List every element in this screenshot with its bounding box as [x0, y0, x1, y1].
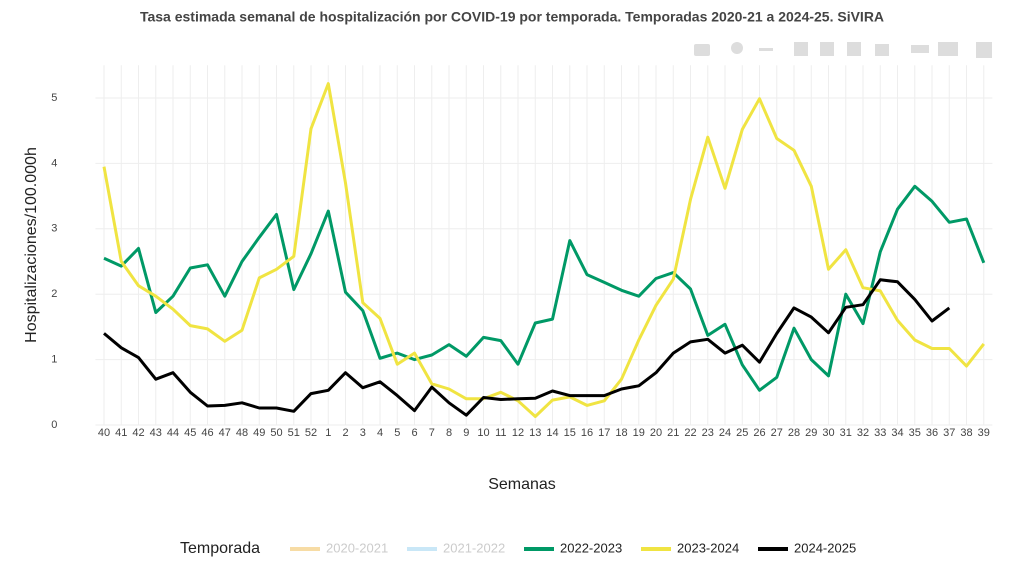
x-tick-label: 11	[495, 427, 506, 439]
legend-label: 2024-2025	[794, 540, 856, 555]
series-line	[103, 184, 986, 392]
legend-label: 2023-2024	[677, 540, 739, 555]
legend-item[interactable]: 2024-2025	[758, 540, 856, 555]
zoom-out-icon[interactable]	[820, 42, 834, 56]
x-tick-label: 23	[702, 427, 714, 439]
x-tick-label: 24	[719, 427, 731, 439]
y-tick-label: 1	[51, 354, 57, 366]
x-tick-label: 41	[115, 427, 127, 439]
x-tick-label: 27	[771, 427, 783, 439]
x-tick-label: 5	[394, 427, 400, 439]
x-tick-label: 28	[788, 427, 800, 439]
x-tick-label: 46	[201, 427, 213, 439]
legend-item[interactable]: 2020-2021	[290, 540, 388, 555]
y-tick-label: 5	[51, 92, 57, 104]
x-tick-label: 18	[615, 427, 627, 439]
x-tick-label: 26	[753, 427, 765, 439]
x-tick-label: 49	[253, 427, 265, 439]
x-axis-label: Semanas	[488, 476, 556, 493]
x-tick-label: 15	[564, 427, 576, 439]
x-tick-label: 25	[736, 427, 748, 439]
toolbar	[694, 42, 992, 58]
x-tick-label: 40	[98, 427, 110, 439]
reset-icon[interactable]	[875, 44, 889, 56]
y-tick-label: 2	[51, 288, 57, 300]
series-line	[103, 278, 951, 417]
x-tick-label: 51	[288, 427, 300, 439]
x-tick-label: 39	[978, 427, 990, 439]
x-tick-label: 20	[650, 427, 662, 439]
x-tick-label: 6	[411, 427, 417, 439]
zoom-in-icon[interactable]	[794, 42, 808, 56]
legend-item[interactable]: 2022-2023	[524, 540, 622, 555]
x-tick-label: 43	[150, 427, 162, 439]
legend-label: 2020-2021	[326, 540, 388, 555]
x-tick-label: 13	[529, 427, 541, 439]
x-tick-label: 10	[477, 427, 489, 439]
zoom-icon[interactable]	[731, 42, 743, 54]
x-tick-label: 42	[132, 427, 144, 439]
x-tick-label: 45	[184, 427, 196, 439]
y-axis-label: Hospitalizaciones/100.000h	[23, 147, 40, 343]
x-tick-label: 47	[219, 427, 231, 439]
x-tick-label: 37	[943, 427, 955, 439]
camera-icon[interactable]	[694, 44, 710, 56]
x-tick-label: 36	[926, 427, 938, 439]
x-tick-label: 50	[270, 427, 282, 439]
legend-item[interactable]: 2021-2022	[407, 540, 505, 555]
plotly-logo[interactable]	[976, 42, 992, 58]
spike-icon[interactable]	[911, 45, 929, 53]
series-line	[102, 82, 985, 418]
legend-item[interactable]: 2023-2024	[641, 540, 739, 555]
x-tick-label: 52	[305, 427, 317, 439]
legend-label: 2022-2023	[560, 540, 622, 555]
x-tick-label: 9	[463, 427, 469, 439]
y-tick-label: 0	[51, 419, 57, 431]
x-tick-label: 21	[667, 427, 679, 439]
x-tick-label: 48	[236, 427, 248, 439]
y-tick-label: 3	[51, 223, 57, 235]
x-tick-label: 44	[167, 427, 179, 439]
x-tick-label: 17	[598, 427, 610, 439]
x-tick-label: 7	[429, 427, 435, 439]
hover-icon[interactable]	[938, 42, 958, 56]
y-tick-label: 4	[51, 157, 57, 169]
chart-title: Tasa estimada semanal de hospitalización…	[140, 9, 884, 25]
legend-title: Temporada	[180, 540, 260, 557]
x-tick-label: 12	[512, 427, 524, 439]
x-tick-label: 33	[874, 427, 886, 439]
x-tick-label: 14	[546, 427, 558, 439]
x-tick-label: 34	[891, 427, 903, 439]
x-tick-label: 3	[360, 427, 366, 439]
legend-label: 2021-2022	[443, 540, 505, 555]
x-tick-label: 19	[633, 427, 645, 439]
x-tick-label: 38	[960, 427, 972, 439]
x-tick-label: 8	[446, 427, 452, 439]
grid	[95, 65, 993, 426]
autoscale-icon[interactable]	[847, 42, 861, 56]
x-tick-label: 32	[857, 427, 869, 439]
pan-icon[interactable]	[759, 48, 773, 51]
x-tick-label: 31	[840, 427, 852, 439]
x-tick-label: 4	[377, 427, 383, 439]
x-tick-label: 35	[909, 427, 921, 439]
x-tick-label: 16	[581, 427, 593, 439]
x-tick-label: 22	[684, 427, 696, 439]
x-tick-label: 2	[342, 427, 348, 439]
x-tick-label: 29	[805, 427, 817, 439]
x-tick-label: 1	[325, 427, 331, 439]
x-tick-label: 30	[822, 427, 834, 439]
